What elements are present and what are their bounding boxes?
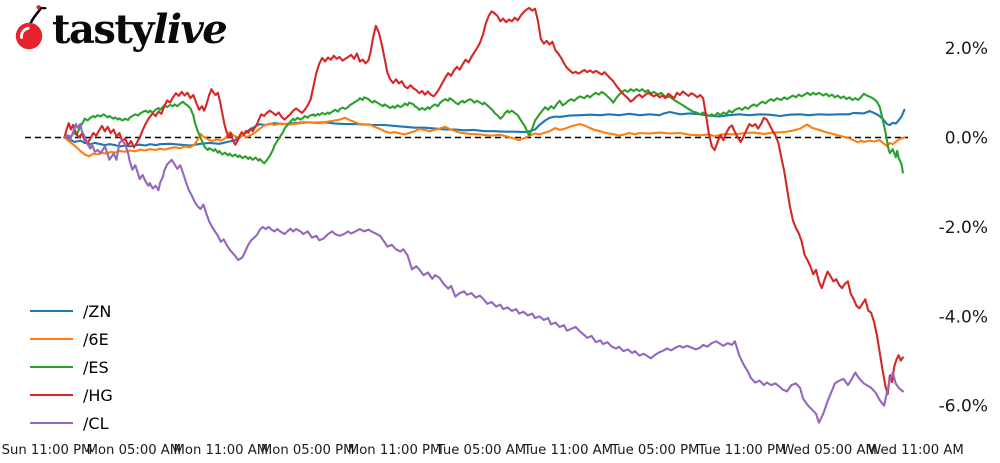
legend-item-hg: /HG	[30, 381, 113, 409]
x-tick-label: Tue 11:00 AM	[523, 443, 613, 458]
legend-label-zn: /ZN	[83, 301, 112, 321]
cherry-icon	[14, 5, 48, 55]
series-line-hg	[63, 6, 904, 396]
legend-label-6e: /6E	[83, 329, 109, 349]
x-tick-label: Wed 11:00 AM	[868, 443, 964, 458]
y-tick-label: -6.0%	[939, 397, 988, 417]
x-tick-label: Mon 05:00 PM	[261, 443, 355, 458]
y-tick-label: 2.0%	[945, 39, 988, 59]
x-tick-label: Wed 05:00 AM	[781, 443, 877, 458]
legend-item-es: /ES	[30, 353, 113, 381]
brand-wordmark: tastylive	[52, 4, 228, 56]
series-line-cl	[63, 123, 904, 424]
tastylive-logo: tastylive	[14, 4, 228, 56]
legend-label-es: /ES	[83, 357, 109, 377]
x-tick-label: Mon 11:00 AM	[174, 443, 269, 458]
legend-item-zn: /ZN	[30, 297, 113, 325]
legend-item-6e: /6E	[30, 325, 113, 353]
series-line-zn	[63, 108, 906, 148]
x-tick-label: Mon 05:00 AM	[87, 443, 182, 458]
brand-tasty: tasty	[52, 6, 155, 53]
x-tick-label: Mon 11:00 PM	[348, 443, 442, 458]
x-tick-label: Tue 05:00 PM	[610, 443, 699, 458]
series-line-es	[63, 88, 904, 174]
legend-label-cl: /CL	[83, 413, 109, 433]
hg-line-swatch	[30, 394, 73, 396]
legend-label-hg: /HG	[83, 385, 113, 405]
y-tick-label: -2.0%	[939, 218, 988, 238]
y-tick-label: 0.0%	[945, 129, 988, 149]
cl-line-swatch	[30, 422, 73, 424]
x-tick-label: Tue 05:00 AM	[436, 443, 526, 458]
chart-legend: /ZN /6E /ES /HG /CL	[30, 297, 113, 437]
x-tick-label: Sun 11:00 PM	[2, 443, 93, 458]
y-tick-label: -4.0%	[939, 307, 988, 327]
6e-line-swatch	[30, 338, 73, 340]
brand-live: live	[153, 6, 228, 53]
es-line-swatch	[30, 366, 73, 368]
series-line-6e	[63, 116, 906, 158]
legend-item-cl: /CL	[30, 409, 113, 437]
zn-line-swatch	[30, 310, 73, 312]
x-tick-label: Tue 11:00 PM	[697, 443, 786, 458]
